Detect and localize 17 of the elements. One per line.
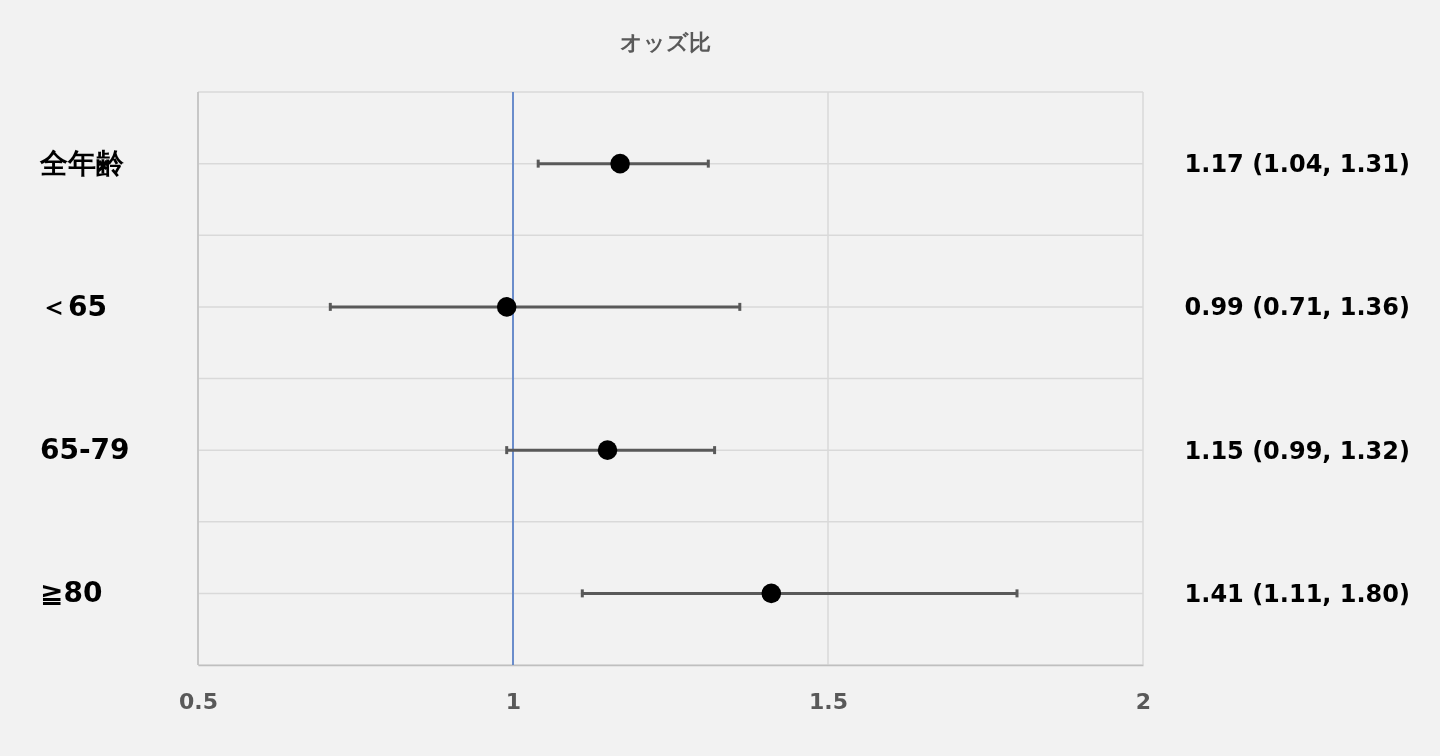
data-label: 1.41 (1.11, 1.80) [1184,579,1410,608]
point [597,440,618,460]
data-label: 1.15 (0.99, 1.32) [1184,436,1410,465]
point [610,153,630,174]
y-tick-label: ＜65 [40,289,107,323]
x-tick-label: 0.5 [179,688,218,714]
x-tick-label: 1.5 [809,688,848,714]
data-label: 0.99 (0.71, 1.36) [1184,293,1410,322]
x-tick-label: 1 [505,688,522,714]
point [496,297,517,317]
y-tick-label: 65-79 [40,433,130,467]
data-label: 1.17 (1.04, 1.31) [1184,150,1410,179]
x-tick-label: 2 [1135,688,1152,714]
y-tick-label: 全年齢 [39,146,124,180]
chart-title: オッズ比 [619,30,711,55]
point [761,583,782,604]
y-tick-label: ≧80 [40,576,103,610]
